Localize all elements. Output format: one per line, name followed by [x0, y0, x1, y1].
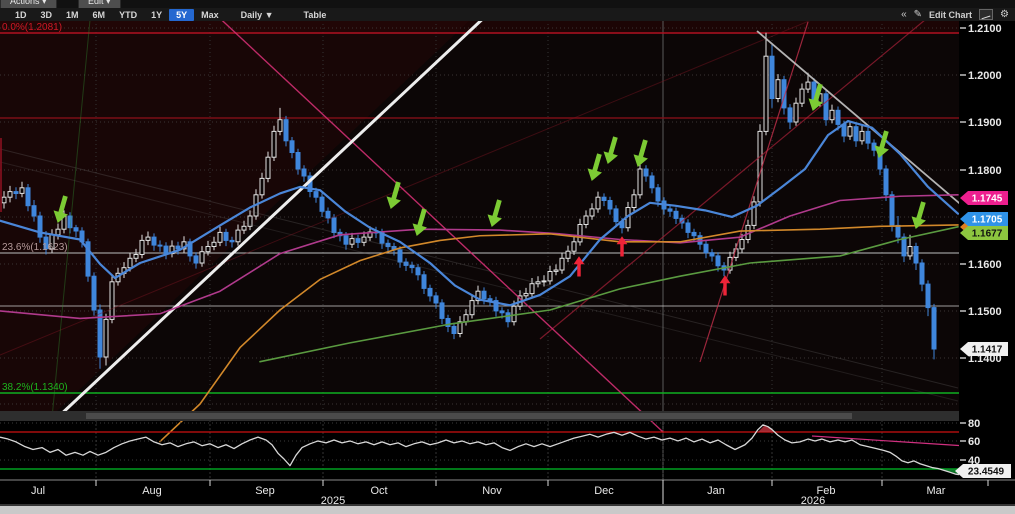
- range-button-5y[interactable]: 5Y: [169, 8, 195, 21]
- fib-level-label: 38.2%(1.1340): [2, 382, 68, 393]
- price-pane-background: [0, 20, 959, 411]
- month-label: Oct: [370, 485, 387, 497]
- green-down-arrow: [633, 139, 648, 167]
- rsi-fill: [938, 469, 960, 475]
- rsi-fill: [758, 425, 774, 432]
- red-up-arrow: [573, 256, 585, 277]
- trend-line: [699, 21, 809, 363]
- trend-line: [51, 19, 91, 419]
- rsi-badge: [955, 464, 1011, 478]
- red-up-arrow: [616, 236, 628, 257]
- pencil-icon[interactable]: ✎: [913, 9, 923, 20]
- green-down-arrow: [587, 153, 602, 181]
- fib-level-label: 0.0%(1.2081): [2, 22, 62, 33]
- menu-bar: Actions ▾ Edit ▾: [0, 0, 1015, 8]
- ma-magenta: [0, 194, 959, 320]
- year-label: 2026: [801, 495, 825, 507]
- month-label: Nov: [482, 485, 502, 497]
- chart-annotate-icon[interactable]: [979, 9, 994, 20]
- price-badge: [960, 342, 1008, 356]
- toolbar: 1D 3D 1M 6M YTD 1Y 5Y Max Daily ▼ Table « ✎ Edi…: [0, 8, 1015, 21]
- ma-green: [259, 226, 959, 363]
- price-badge-label: 1.1417: [972, 345, 1003, 356]
- month-label: Aug: [142, 485, 162, 497]
- green-down-arrow: [911, 201, 926, 229]
- trend-line: [539, 0, 950, 340]
- chart-plot-area[interactable]: [0, 20, 959, 480]
- ma-orange: [159, 224, 959, 443]
- divider-thumb[interactable]: [86, 413, 852, 419]
- green-down-arrow: [603, 136, 618, 164]
- price-tick-label: 1.1900: [968, 117, 1002, 129]
- edit-chart-button[interactable]: Edit Chart: [929, 9, 973, 20]
- upper-shaded-band: [0, 20, 959, 33]
- price-tick-label: 1.2000: [968, 70, 1002, 82]
- range-button-1m[interactable]: 1M: [66, 9, 79, 20]
- month-label: Feb: [817, 485, 836, 497]
- range-button-6m[interactable]: 6M: [92, 9, 106, 20]
- year-label: 2025: [321, 495, 345, 507]
- rsi-tick-label: 60: [968, 436, 980, 448]
- month-label: Jan: [707, 485, 725, 497]
- rsi-tick-label: 80: [968, 418, 980, 430]
- price-badge: [960, 226, 1008, 240]
- fib-level-label: 23.6%(1.1623): [2, 242, 68, 253]
- range-button-1y[interactable]: 1Y: [151, 9, 163, 20]
- gear-icon[interactable]: ⚙: [1000, 9, 1009, 20]
- period-select[interactable]: Daily ▼: [240, 9, 274, 20]
- window-bottom-border: [0, 506, 1015, 514]
- green-down-arrow: [487, 199, 502, 227]
- trend-line: [55, 11, 491, 420]
- menu-actions[interactable]: Actions ▾: [0, 0, 57, 8]
- ma-blue: [0, 119, 960, 307]
- red-up-arrow: [719, 275, 731, 296]
- range-button-max[interactable]: Max: [201, 9, 219, 20]
- trend-line: [0, 161, 959, 402]
- trend-line: [0, 0, 862, 356]
- price-badge: [960, 212, 1008, 226]
- price-badge-label: 1.1745: [972, 194, 1003, 205]
- month-label: Dec: [594, 485, 614, 497]
- green-down-arrow: [386, 181, 401, 209]
- green-down-arrow: [808, 83, 823, 111]
- price-tick-label: 1.1800: [968, 165, 1002, 177]
- green-down-arrow: [412, 208, 427, 236]
- range-button-ytd[interactable]: YTD: [119, 9, 138, 20]
- green-down-arrow: [874, 130, 889, 158]
- collapse-icon[interactable]: «: [901, 9, 907, 20]
- price-badge-label: 1.1677: [972, 229, 1003, 240]
- price-tick-label: 1.2100: [968, 23, 1002, 35]
- range-buttons: 1D 3D 1M 6M YTD 1Y 5Y Max: [8, 8, 226, 21]
- trend-line: [199, 0, 664, 433]
- range-button-1d[interactable]: 1D: [15, 9, 27, 20]
- price-badge-label: 1.1705: [972, 215, 1003, 226]
- rsi-line: [0, 424, 961, 476]
- price-tick-label: 1.1600: [968, 259, 1002, 271]
- range-button-3d[interactable]: 3D: [40, 9, 53, 20]
- trend-line: [0, 148, 959, 389]
- month-label: Jul: [31, 485, 45, 497]
- price-badge: [960, 191, 1008, 205]
- menu-edit[interactable]: Edit ▾: [78, 0, 121, 8]
- price-tick-label: 1.1500: [968, 306, 1002, 318]
- green-down-arrow: [53, 195, 68, 223]
- month-label: Sep: [255, 485, 275, 497]
- rsi-badge-label: 23.4549: [968, 467, 1005, 478]
- table-button[interactable]: Table: [303, 9, 327, 20]
- price-axis-background: [959, 20, 1015, 506]
- month-label: Mar: [927, 485, 946, 497]
